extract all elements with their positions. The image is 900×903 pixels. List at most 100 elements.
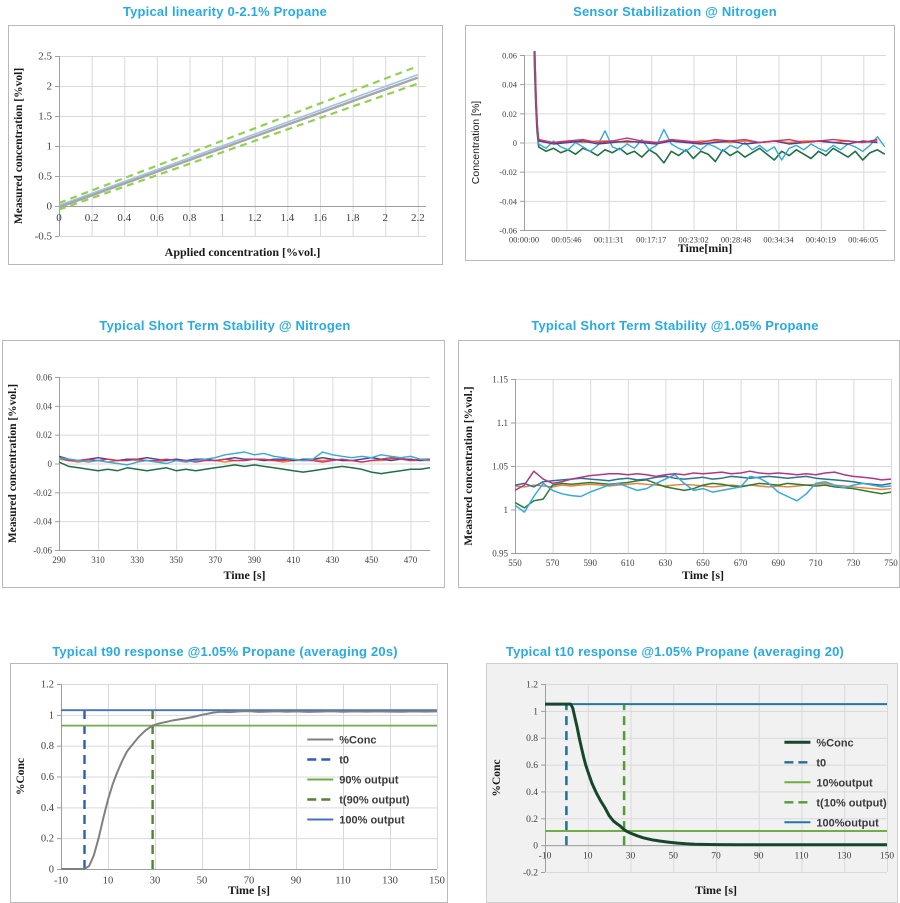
- svg-text:10: 10: [583, 852, 593, 862]
- svg-text:710: 710: [809, 558, 823, 568]
- stability-propane-chart: 0.95 1 1.05 1.1 1.15 550 570 590 610 630 650 670 690…: [463, 375, 898, 583]
- svg-text:2.2: 2.2: [411, 212, 425, 224]
- svg-text:670: 670: [734, 558, 748, 568]
- svg-text:130: 130: [382, 876, 398, 887]
- y-axis-label: %Conc: [15, 758, 27, 795]
- tick-labels: -0.2 0 0.2 0.4 0.6 0.8 1 1.2 -10 10 30 50 70 90 110 130…: [523, 681, 894, 879]
- svg-text:1: 1: [47, 141, 53, 153]
- svg-text:30: 30: [150, 876, 161, 887]
- svg-text:0: 0: [533, 842, 538, 852]
- svg-text:150: 150: [429, 876, 445, 887]
- svg-text:70: 70: [244, 876, 255, 887]
- svg-text:370: 370: [208, 555, 222, 565]
- svg-text:-10: -10: [539, 852, 552, 862]
- series-sensor-green: [533, 51, 886, 164]
- axes: [55, 377, 430, 551]
- svg-text:-0.5: -0.5: [35, 231, 53, 243]
- t90-title: Typical t90 response @1.05% Propane (ave…: [52, 644, 398, 659]
- svg-text:310: 310: [91, 555, 105, 565]
- svg-text:550: 550: [508, 558, 522, 568]
- svg-text:00:34:34: 00:34:34: [763, 235, 794, 245]
- svg-text:430: 430: [326, 555, 340, 565]
- t10-chart: -0.2 0 0.2 0.4 0.6 0.8 1 1.2 -10 10 30 50 70 90 110 130…: [491, 681, 894, 898]
- svg-text:-0.06: -0.06: [499, 226, 517, 236]
- legend-label-3: t(90% output): [339, 795, 410, 807]
- tick-labels: -0.06 -0.04 -0.02 0 0.02 0.04 0.06 00:00:00 00:0…: [499, 51, 878, 245]
- legend-label-3: t(10% output): [816, 797, 887, 809]
- legend-label-2: 10%output: [816, 777, 873, 789]
- svg-text:-0.04: -0.04: [499, 196, 517, 206]
- svg-text:1.05: 1.05: [492, 462, 508, 472]
- svg-text:1.1: 1.1: [497, 418, 508, 428]
- tick-labels: -0.500.511.522.50 0.2 0.4 0.6 0.8 1 1.2 1.4 1.6 1…: [35, 51, 425, 243]
- svg-text:0.02: 0.02: [502, 109, 517, 119]
- svg-text:390: 390: [248, 555, 262, 565]
- svg-text:0.4: 0.4: [41, 803, 55, 814]
- svg-text:610: 610: [621, 558, 635, 568]
- linearity-panel: -0.5 0 0.5 1 1.5 2 2.5 0 0.2 0.4 0.6 0.8 1 1.2 1.4 1.6 1…: [8, 25, 443, 265]
- series-stab-cyan: [59, 451, 430, 466]
- svg-text:0.04: 0.04: [36, 401, 52, 411]
- svg-text:00:17:17: 00:17:17: [636, 235, 666, 245]
- svg-text:2.5: 2.5: [38, 51, 52, 63]
- svg-text:00:40:19: 00:40:19: [806, 235, 836, 245]
- svg-text:00:11:31: 00:11:31: [594, 235, 624, 245]
- legend-label-0: %Conc: [339, 735, 376, 747]
- svg-text:470: 470: [404, 555, 418, 565]
- svg-text:70: 70: [711, 852, 721, 862]
- svg-text:1: 1: [533, 707, 538, 717]
- svg-text:150: 150: [880, 852, 895, 862]
- svg-text:570: 570: [546, 558, 560, 568]
- svg-text:350: 350: [169, 555, 183, 565]
- svg-text:-0.02: -0.02: [33, 488, 52, 498]
- legend: %Conc t0 90% output t(90% output) 100% outpu…: [307, 735, 410, 827]
- tick-labels: 0.95 1 1.05 1.1 1.15 550 570 590 610 630 650 670 690…: [492, 375, 898, 569]
- svg-text:1.15: 1.15: [492, 375, 508, 385]
- series-conc-curve: [545, 702, 887, 847]
- stabilization-chart: -0.06 -0.04 -0.02 0 0.02 0.04 0.06 00:00:00 00:0…: [470, 51, 886, 255]
- y-axis-label: Concentration [%]: [470, 101, 482, 185]
- svg-text:1.6: 1.6: [313, 212, 327, 224]
- svg-text:50: 50: [669, 852, 679, 862]
- svg-text:0.6: 0.6: [526, 761, 538, 771]
- svg-text:1.2: 1.2: [248, 212, 262, 224]
- svg-text:0: 0: [48, 459, 53, 469]
- tick-labels: -0.06 -0.04 -0.02 0 0.02 0.04 0.06 290 310 330 350…: [33, 373, 417, 566]
- svg-text:-0.02: -0.02: [499, 167, 517, 177]
- svg-text:0.8: 0.8: [183, 212, 197, 224]
- svg-text:590: 590: [583, 558, 597, 568]
- legend-label-1: t0: [339, 755, 349, 767]
- svg-text:90: 90: [291, 876, 302, 887]
- x-axis-label: Time [s]: [223, 568, 265, 582]
- series-conc-curve: [61, 710, 437, 870]
- svg-text:290: 290: [52, 555, 66, 565]
- series-upper-tolerance: [59, 65, 419, 205]
- series-stab-green: [59, 461, 430, 475]
- svg-text:00:28:48: 00:28:48: [721, 235, 751, 245]
- svg-text:30: 30: [626, 852, 636, 862]
- svg-text:0.2: 0.2: [526, 815, 538, 825]
- t90-chart: 0 0.2 0.4 0.6 0.8 1 1.2 -10 10 30 50 70 90 110 130 150 T…: [15, 680, 445, 898]
- axes: [511, 379, 891, 554]
- y-axis-label: Measured concentration [%vol.]: [7, 384, 19, 543]
- gridlines: [545, 684, 888, 873]
- chart-card-stabilization: Sensor Stabilization @ Nitrogen -0.06 -0.…: [450, 0, 900, 300]
- x-axis-label: Time [s]: [682, 568, 724, 582]
- svg-text:1: 1: [219, 212, 225, 224]
- series-stab-magenta: [59, 457, 430, 463]
- t90-panel: 0 0.2 0.4 0.6 0.8 1 1.2 -10 10 30 50 70 90 110 130 150 T…: [10, 663, 448, 903]
- y-axis-label: Measured concentration [%vol]: [13, 68, 25, 224]
- series-sensor-magenta: [534, 51, 878, 144]
- svg-text:330: 330: [130, 555, 144, 565]
- svg-text:0.8: 0.8: [526, 734, 538, 744]
- series-sensor-cyan: [533, 51, 886, 161]
- series-lower-tolerance: [59, 82, 419, 211]
- linearity-title: Typical linearity 0-2.1% Propane: [122, 4, 328, 19]
- svg-text:450: 450: [365, 555, 379, 565]
- legend-label-4: 100%output: [816, 817, 879, 829]
- x-axis-label: Time[min]: [678, 241, 732, 255]
- stabilization-panel: -0.06 -0.04 -0.02 0 0.02 0.04 0.06 00:00:00 00:0…: [465, 25, 895, 261]
- chart-card-stability-propane: Typical Short Term Stability @1.05% Prop…: [450, 300, 900, 620]
- svg-text:0.2: 0.2: [41, 834, 54, 845]
